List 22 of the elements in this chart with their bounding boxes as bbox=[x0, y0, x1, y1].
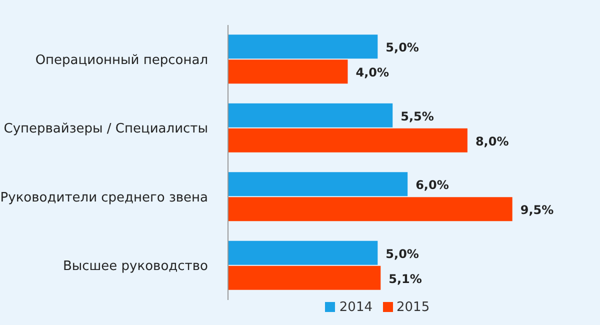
y-tick-label: Руководители среднего звена bbox=[0, 190, 208, 206]
y-tick-label: Операционный персонал bbox=[35, 52, 208, 68]
data-label: 9,5% bbox=[520, 203, 554, 218]
y-tick-label: Супервайзеры / Специалисты bbox=[4, 122, 208, 137]
bar bbox=[228, 34, 378, 59]
data-label: 8,0% bbox=[475, 134, 509, 148]
bar bbox=[228, 103, 393, 128]
bar bbox=[228, 266, 381, 290]
bar bbox=[228, 197, 512, 222]
data-label: 5,0% bbox=[386, 246, 419, 261]
data-label: 5,0% bbox=[386, 40, 419, 55]
bar bbox=[228, 172, 408, 196]
data-label: 5,1% bbox=[388, 272, 422, 286]
data-label: 5,5% bbox=[400, 109, 434, 124]
y-tick-label: Высшее руководство bbox=[62, 259, 208, 274]
bar bbox=[228, 240, 378, 265]
data-label: 4,0% bbox=[356, 66, 390, 80]
legend-label: 2014 bbox=[339, 300, 372, 315]
data-label: 6,0% bbox=[416, 178, 449, 192]
bar bbox=[228, 60, 348, 84]
legend-label: 2015 bbox=[396, 300, 430, 315]
bar bbox=[228, 128, 468, 152]
